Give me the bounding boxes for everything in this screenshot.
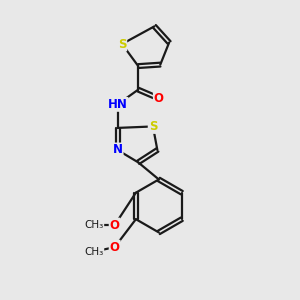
Text: O: O [110, 219, 120, 232]
Text: CH₃: CH₃ [84, 220, 104, 230]
Text: N: N [112, 143, 123, 157]
Text: CH₃: CH₃ [84, 247, 104, 256]
Text: O: O [154, 92, 164, 105]
Text: HN: HN [108, 98, 127, 111]
Text: S: S [149, 120, 157, 133]
Text: O: O [110, 241, 120, 254]
Text: S: S [118, 38, 126, 50]
